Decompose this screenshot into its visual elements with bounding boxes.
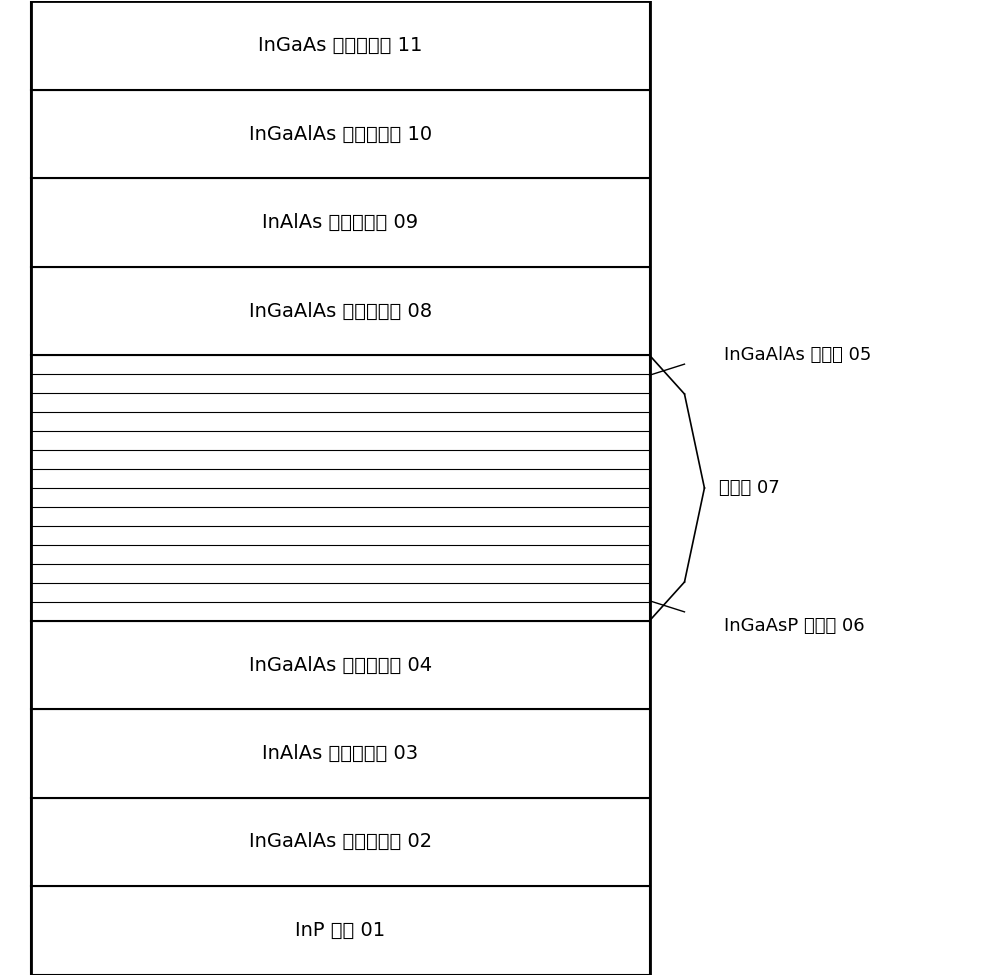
Bar <box>31 355 650 621</box>
Text: 有源区 07: 有源区 07 <box>719 479 780 497</box>
Bar <box>31 266 650 355</box>
Text: InGaAsP 势阱层 06: InGaAsP 势阱层 06 <box>724 617 865 635</box>
Bar <box>31 1 650 90</box>
Bar <box>31 886 650 975</box>
Text: InP 衬底 01: InP 衬底 01 <box>295 921 386 940</box>
Text: InGaAs 欧姆接触层 11: InGaAs 欧姆接触层 11 <box>258 36 423 55</box>
Text: InAlAs 第二限制层 09: InAlAs 第二限制层 09 <box>262 213 419 232</box>
Bar <box>31 797 650 886</box>
Text: InAlAs 第一限制层 03: InAlAs 第一限制层 03 <box>262 744 419 763</box>
Text: InGaAlAs 第二过渡层 10: InGaAlAs 第二过渡层 10 <box>249 125 432 143</box>
Bar <box>31 90 650 179</box>
Bar <box>31 179 650 266</box>
Bar <box>31 1 650 975</box>
Bar <box>31 710 650 797</box>
Text: InGaAlAs 势垒层 05: InGaAlAs 势垒层 05 <box>724 346 872 364</box>
Bar <box>31 621 650 710</box>
Text: InGaAlAs 第二波导层 08: InGaAlAs 第二波导层 08 <box>249 302 432 320</box>
Text: InGaAlAs 第一过渡层 02: InGaAlAs 第一过渡层 02 <box>249 833 432 851</box>
Text: InGaAlAs 第一波导层 04: InGaAlAs 第一波导层 04 <box>249 656 432 674</box>
